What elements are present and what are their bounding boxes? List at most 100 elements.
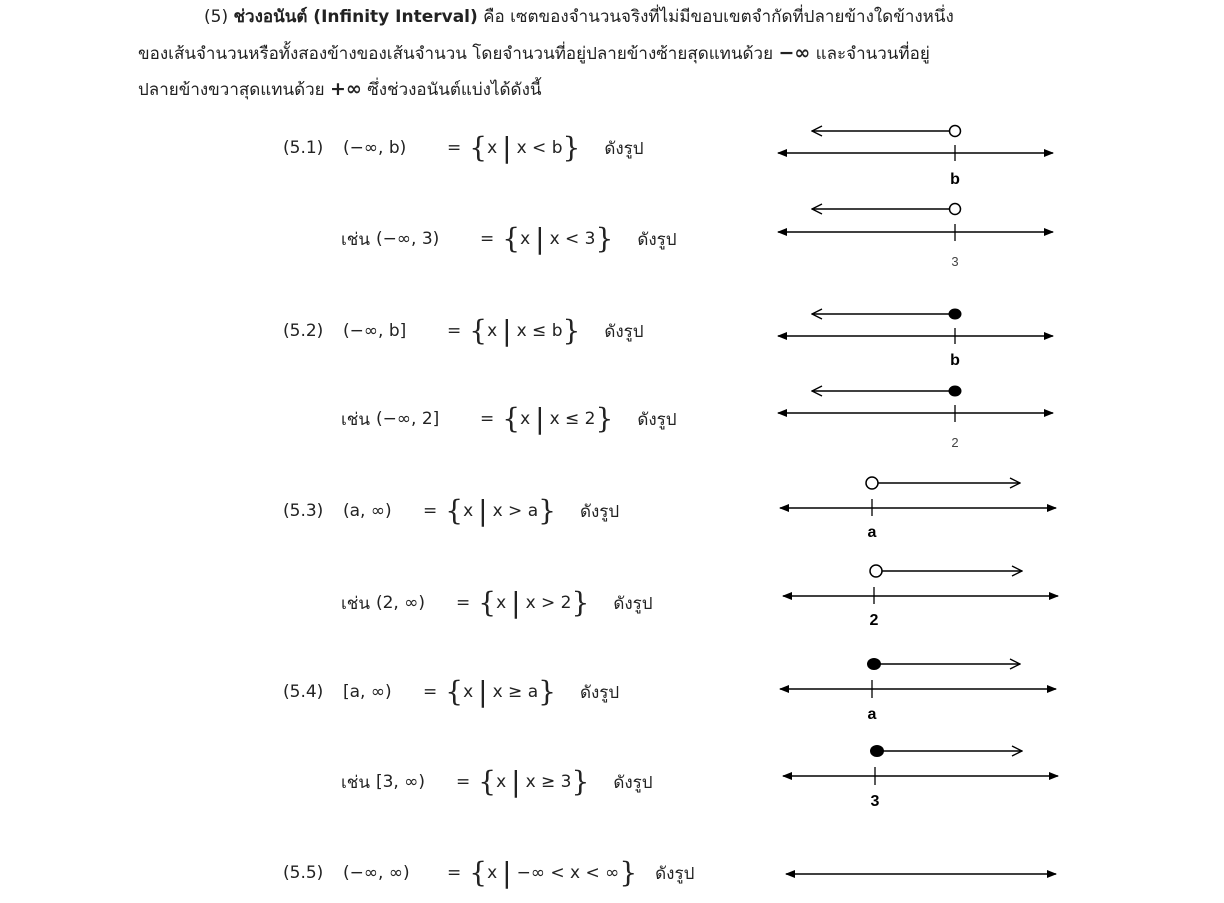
close-brace: }: [562, 130, 581, 164]
tick-label: 2: [870, 612, 879, 629]
open-brace: {: [502, 221, 521, 255]
number-line-5-2-example: 2: [777, 385, 1054, 450]
positive-infinity-symbol: +∞: [330, 78, 362, 100]
open-brace: {: [478, 764, 497, 798]
set-variable: x: [487, 863, 498, 883]
intro-line-1: (5) ช่วงอนันต์ (Infinity Interval) คือ เ…: [204, 0, 954, 35]
set-condition: x < b: [516, 138, 563, 158]
set-variable: x: [463, 682, 474, 702]
shown-label: ดังรูป: [613, 593, 653, 614]
example-prefix: เช่น: [341, 229, 370, 250]
close-brace: }: [595, 221, 614, 255]
closed-endpoint: [948, 308, 962, 320]
set-variable: x: [487, 138, 498, 158]
row-number: (5.3): [283, 501, 324, 521]
set-condition: −∞ < x < ∞: [516, 863, 620, 883]
shown-label: ดังรูป: [613, 772, 653, 793]
interval-notation: [a, ∞): [343, 682, 392, 702]
open-brace: {: [478, 585, 497, 619]
interval-row-5-3: (5.3) (a, ∞) = { x | x > a } ดังรูป: [283, 491, 619, 531]
set-variable: x: [463, 501, 474, 521]
shown-label: ดังรูป: [637, 229, 677, 250]
set-condition: x ≤ 2: [549, 409, 596, 429]
open-brace: {: [469, 855, 488, 889]
tick-label: 3: [951, 254, 958, 269]
interval-notation: (−∞, b): [343, 138, 407, 158]
equals-sign: =: [447, 321, 462, 341]
interval-row-5-4-example: เช่น [3, ∞) = { x | x ≥ 3 } ดังรูป: [341, 762, 653, 802]
number-line-5-2: b: [777, 308, 1054, 369]
such-that-bar: |: [511, 585, 521, 619]
interval-notation: (−∞, ∞): [343, 863, 410, 883]
closed-endpoint: [870, 745, 884, 757]
closed-endpoint: [867, 658, 881, 670]
shown-label: ดังรูป: [604, 321, 644, 342]
row-number: (5.1): [283, 138, 324, 158]
tick-label: b: [950, 352, 960, 369]
interval-notation: (−∞, 2]: [375, 409, 440, 429]
set-condition: x ≤ b: [516, 321, 563, 341]
open-endpoint: [948, 124, 962, 138]
interval-row-5-1: (5.1) (−∞, b) = { x | x < b } ดังรูป: [283, 128, 644, 168]
set-variable: x: [520, 409, 531, 429]
equals-sign: =: [479, 229, 495, 249]
interval-row-5-5: (5.5) (−∞, ∞) = { x | −∞ < x < ∞ } ดังรู…: [283, 853, 694, 893]
intro-line3-text-b: ซึ่งช่วงอนันต์แบ่งได้ดังนี้: [361, 80, 542, 100]
tick-label: a: [868, 706, 877, 723]
number-line-5-1-example: 3: [777, 202, 1054, 269]
tick-label: a: [868, 524, 877, 541]
equals-sign: =: [423, 501, 438, 521]
set-condition: x > a: [492, 501, 539, 521]
interval-row-5-3-example: เช่น (2, ∞) = { x | x > 2 } ดังรูป: [341, 583, 653, 623]
close-brace: }: [571, 585, 590, 619]
set-variable: x: [520, 229, 531, 249]
such-that-bar: |: [502, 855, 512, 889]
such-that-bar: |: [535, 221, 545, 255]
open-endpoint: [865, 476, 879, 490]
section-number: (5): [204, 7, 229, 27]
shown-label: ดังรูป: [604, 138, 644, 159]
closed-endpoint: [948, 385, 962, 397]
interval-notation: (a, ∞): [343, 501, 392, 521]
close-brace: }: [571, 764, 590, 798]
close-brace: }: [595, 401, 614, 435]
interval-notation: (2, ∞): [375, 593, 426, 613]
section-term: ช่วงอนันต์ (Infinity Interval): [233, 7, 478, 27]
row-number: (5.4): [283, 682, 324, 702]
tick-label: 2: [951, 435, 958, 450]
equals-sign: =: [455, 772, 471, 792]
such-that-bar: |: [478, 493, 488, 527]
tick-label: 3: [871, 793, 880, 810]
set-condition: x ≥ a: [492, 682, 539, 702]
equals-sign: =: [423, 682, 438, 702]
row-number: (5.2): [283, 321, 324, 341]
intro-line2-text-a: ของเส้นจำนวนหรือทั้งสองข้างของเส้นจำนวน …: [138, 44, 779, 64]
open-brace: {: [469, 313, 488, 347]
close-brace: }: [562, 313, 581, 347]
equals-sign: =: [479, 409, 495, 429]
shown-label: ดังรูป: [637, 409, 677, 430]
open-brace: {: [469, 130, 488, 164]
close-brace: }: [538, 674, 556, 708]
shown-label: ดังรูป: [579, 682, 620, 703]
number-line-5-3: a: [779, 476, 1057, 541]
intro-line-2: ของเส้นจำนวนหรือทั้งสองข้างของเส้นจำนวน …: [138, 35, 930, 72]
set-condition: x > 2: [525, 593, 572, 613]
row-number: (5.5): [283, 863, 324, 883]
open-endpoint: [869, 564, 883, 578]
such-that-bar: |: [502, 313, 512, 347]
interval-row-5-2: (5.2) (−∞, b] = { x | x ≤ b } ดังรูป: [283, 311, 644, 351]
such-that-bar: |: [502, 130, 512, 164]
interval-row-5-4: (5.4) [a, ∞) = { x | x ≥ a } ดังรูป: [283, 672, 619, 712]
interval-notation: [3, ∞): [375, 772, 426, 792]
open-brace: {: [502, 401, 521, 435]
shown-label: ดังรูป: [579, 501, 620, 522]
close-brace: }: [538, 493, 556, 527]
example-prefix: เช่น: [341, 772, 370, 793]
interval-row-5-1-example: เช่น (−∞, 3) = { x | x < 3 } ดังรูป: [341, 219, 677, 259]
such-that-bar: |: [478, 674, 488, 708]
number-line-5-4-example: 3: [782, 745, 1059, 810]
intro-line1-text: คือ เซตของจำนวนจริงที่ไม่มีขอบเขตจำกัดที…: [477, 7, 954, 27]
set-variable: x: [487, 321, 498, 341]
